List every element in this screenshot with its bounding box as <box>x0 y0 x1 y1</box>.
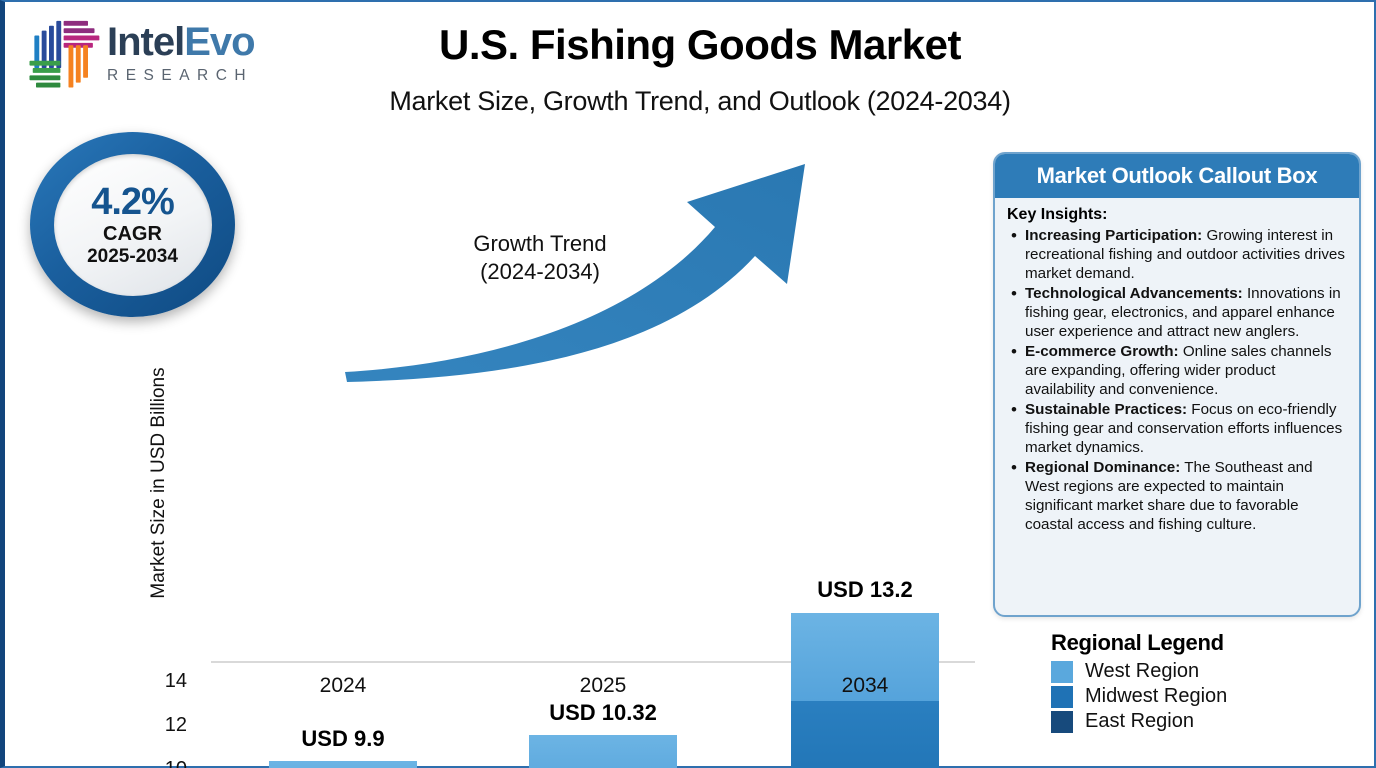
list-item: E-commerce Growth: Online sales channels… <box>1007 341 1349 399</box>
brand-logo: IntelEvo RESEARCH <box>21 14 296 96</box>
growth-trend-line2: (2024-2034) <box>480 258 600 284</box>
legend-item-west: West Region <box>1051 660 1351 683</box>
bar-2024[interactable] <box>269 761 417 768</box>
insight-text: Growing interest in recreational fishing… <box>1025 227 1345 282</box>
bar-value-label-2025: USD 10.32 <box>549 700 657 725</box>
growth-trend-label: Growth Trend (2024-2034) <box>425 230 655 285</box>
brand-tagline: RESEARCH <box>107 67 254 84</box>
bar-value-label-2034: USD 13.2 <box>817 577 913 602</box>
bar-segment-west-2024 <box>269 761 417 768</box>
x-tick-2024: 2024 <box>319 674 367 697</box>
growth-trend-line1: Growth Trend <box>473 231 607 256</box>
key-insights-list: Increasing Participation: Growing intere… <box>1007 225 1349 534</box>
bar-2034[interactable] <box>791 613 939 768</box>
list-item: Sustainable Practices: Focus on eco-frie… <box>1007 399 1349 457</box>
cagr-years: 2025-2034 <box>87 246 178 267</box>
market-outlook-callout-box: Market Outlook Callout Box Key Insights:… <box>993 152 1361 617</box>
legend-swatch-east <box>1051 710 1073 733</box>
insight-term: Increasing Participation: <box>1025 227 1203 244</box>
callout-box-header: Market Outlook Callout Box <box>995 154 1359 198</box>
insight-term: E-commerce Growth: <box>1025 343 1179 360</box>
y-tick-14: 14 <box>164 670 187 692</box>
legend-item-midwest: Midwest Region <box>1051 685 1351 708</box>
legend-swatch-west <box>1051 660 1073 683</box>
y-tick-12: 12 <box>164 714 187 736</box>
y-axis-label: Market Size in USD Billions <box>148 367 169 599</box>
pinwheel-bars-logo-icon <box>29 20 100 88</box>
bar-value-label-2024: USD 9.9 <box>301 726 385 751</box>
upward-growth-arrow-icon <box>345 164 805 382</box>
legend-item-east: East Region <box>1051 710 1351 733</box>
brand-name-part1: Intel <box>107 20 185 64</box>
legend-label-east: East Region <box>1085 710 1194 732</box>
cagr-label: CAGR <box>103 223 162 245</box>
y-tick-10: 10 <box>125 758 187 768</box>
insight-text: Online sales channels are expanding, off… <box>1025 343 1332 398</box>
page-title: U.S. Fishing Goods Market <box>439 21 961 68</box>
cagr-badge: 4.2% CAGR 2025-2034 <box>30 132 235 317</box>
insight-term: Sustainable Practices: <box>1025 401 1188 418</box>
insight-text: Innovations in fishing gear, electronics… <box>1025 285 1341 340</box>
cagr-value: 4.2% <box>91 181 175 223</box>
insight-text: The Southeast and West regions are expec… <box>1025 459 1313 533</box>
callout-box-body: Key Insights: Increasing Participation: … <box>995 198 1359 541</box>
insight-text: Focus on eco-friendly fishing gear and c… <box>1025 401 1343 456</box>
cagr-badge-inner: 4.2% CAGR 2025-2034 <box>53 153 212 296</box>
brand-name-part2: Evo <box>184 20 255 64</box>
legend-label-midwest: Midwest Region <box>1085 685 1228 707</box>
list-item: Technological Advancements: Innovations … <box>1007 283 1349 341</box>
regional-legend: Regional Legend West Region Midwest Regi… <box>1051 630 1351 735</box>
x-tick-2025: 2025 <box>579 674 627 697</box>
x-tick-2034: 2034 <box>841 674 889 697</box>
legend-swatch-midwest <box>1051 685 1073 708</box>
list-item: Regional Dominance: The Southeast and We… <box>1007 457 1349 534</box>
list-item: Increasing Participation: Growing intere… <box>1007 225 1349 283</box>
legend-title: Regional Legend <box>1051 630 1224 655</box>
insight-term: Regional Dominance: <box>1025 459 1181 476</box>
stacked-bar-chart: Market Size in USD Billions 14 12 10 8 6… <box>105 332 975 768</box>
key-insights-label: Key Insights: <box>1007 206 1108 223</box>
bar-segment-west-2025 <box>529 735 677 768</box>
legend-label-west: West Region <box>1085 660 1200 682</box>
bar-segment-west-2034 <box>791 613 939 701</box>
bar-2025[interactable] <box>529 735 677 768</box>
bar-segment-midwest-2034 <box>791 701 939 768</box>
page-subtitle: Market Size, Growth Trend, and Outlook (… <box>389 86 1011 116</box>
insight-term: Technological Advancements: <box>1025 285 1243 302</box>
x-axis-line <box>211 661 975 663</box>
